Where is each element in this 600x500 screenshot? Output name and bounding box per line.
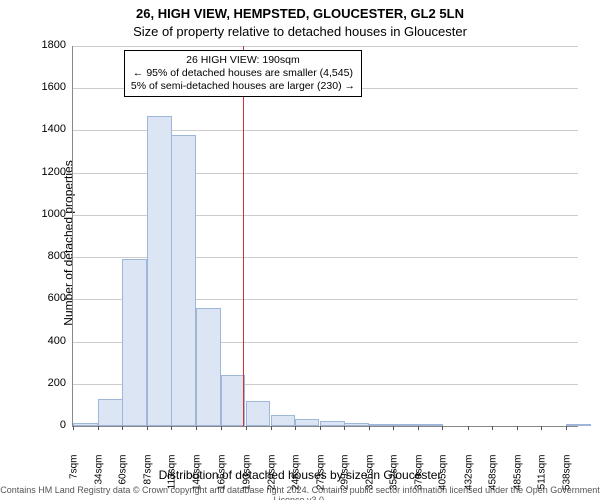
histogram-bar bbox=[344, 423, 369, 426]
histogram-bar bbox=[369, 424, 394, 426]
histogram-bar bbox=[418, 424, 443, 426]
x-tick-label: 87sqm bbox=[143, 455, 154, 500]
y-tick-label: 400 bbox=[6, 335, 66, 347]
x-tick-label: 379sqm bbox=[414, 455, 425, 500]
histogram-bar bbox=[246, 401, 271, 426]
x-tick-label: 7sqm bbox=[69, 455, 80, 500]
histogram-bar bbox=[196, 308, 221, 426]
x-tick bbox=[221, 426, 222, 430]
x-tick-label: 538sqm bbox=[561, 455, 572, 500]
x-tick bbox=[98, 426, 99, 430]
x-tick bbox=[147, 426, 148, 430]
x-tick-label: 273sqm bbox=[315, 455, 326, 500]
x-tick-label: 352sqm bbox=[389, 455, 400, 500]
annotation-line-smaller: ← 95% of detached houses are smaller (4,… bbox=[131, 67, 355, 80]
gridline bbox=[73, 46, 578, 47]
x-tick bbox=[171, 426, 172, 430]
histogram-plot: 26 HIGH VIEW: 190sqm← 95% of detached ho… bbox=[72, 46, 578, 427]
histogram-bar bbox=[171, 135, 196, 426]
x-tick bbox=[271, 426, 272, 430]
histogram-bar bbox=[122, 259, 147, 426]
x-tick bbox=[468, 426, 469, 430]
x-tick-label: 299sqm bbox=[340, 455, 351, 500]
annotation-box: 26 HIGH VIEW: 190sqm← 95% of detached ho… bbox=[124, 50, 362, 97]
x-tick bbox=[73, 426, 74, 430]
x-tick-label: 193sqm bbox=[241, 455, 252, 500]
x-tick bbox=[517, 426, 518, 430]
x-tick-label: 220sqm bbox=[266, 455, 277, 500]
x-tick bbox=[369, 426, 370, 430]
x-tick bbox=[566, 426, 567, 430]
histogram-bar bbox=[98, 399, 123, 426]
histogram-bar bbox=[295, 419, 320, 426]
property-marker-line bbox=[243, 46, 244, 426]
x-tick-label: 140sqm bbox=[192, 455, 203, 500]
x-tick bbox=[295, 426, 296, 430]
x-tick bbox=[393, 426, 394, 430]
x-tick-label: 246sqm bbox=[290, 455, 301, 500]
histogram-bar bbox=[73, 423, 98, 426]
x-tick-label: 34sqm bbox=[94, 455, 105, 500]
x-tick bbox=[344, 426, 345, 430]
title-subtitle: Size of property relative to detached ho… bbox=[0, 24, 600, 39]
histogram-bar bbox=[271, 415, 296, 426]
histogram-bar bbox=[393, 424, 418, 426]
y-tick-label: 200 bbox=[6, 377, 66, 389]
histogram-bar bbox=[320, 421, 345, 426]
x-tick bbox=[418, 426, 419, 430]
y-tick-label: 1200 bbox=[6, 166, 66, 178]
title-address: 26, HIGH VIEW, HEMPSTED, GLOUCESTER, GL2… bbox=[0, 6, 600, 21]
x-tick bbox=[196, 426, 197, 430]
histogram-bar bbox=[221, 375, 246, 426]
histogram-bar bbox=[147, 116, 172, 426]
histogram-bar bbox=[566, 424, 591, 426]
x-tick-label: 511sqm bbox=[536, 455, 547, 500]
x-tick-label: 485sqm bbox=[512, 455, 523, 500]
x-tick-label: 405sqm bbox=[438, 455, 449, 500]
x-tick-label: 326sqm bbox=[365, 455, 376, 500]
x-tick bbox=[246, 426, 247, 430]
y-tick-label: 1800 bbox=[6, 39, 66, 51]
x-tick bbox=[442, 426, 443, 430]
x-tick-label: 113sqm bbox=[167, 455, 178, 500]
annotation-line-larger: 5% of semi-detached houses are larger (2… bbox=[131, 80, 355, 93]
x-tick-label: 166sqm bbox=[216, 455, 227, 500]
y-tick-label: 1000 bbox=[6, 208, 66, 220]
x-tick bbox=[492, 426, 493, 430]
x-tick-label: 60sqm bbox=[118, 455, 129, 500]
y-tick-label: 1600 bbox=[6, 81, 66, 93]
x-tick-label: 432sqm bbox=[463, 455, 474, 500]
y-tick-label: 0 bbox=[6, 419, 66, 431]
annotation-line-title: 26 HIGH VIEW: 190sqm bbox=[131, 54, 355, 67]
x-tick bbox=[122, 426, 123, 430]
x-tick bbox=[320, 426, 321, 430]
y-tick-label: 600 bbox=[6, 292, 66, 304]
y-tick-label: 1400 bbox=[6, 123, 66, 135]
x-tick-label: 458sqm bbox=[487, 455, 498, 500]
y-tick-label: 800 bbox=[6, 250, 66, 262]
x-tick bbox=[541, 426, 542, 430]
